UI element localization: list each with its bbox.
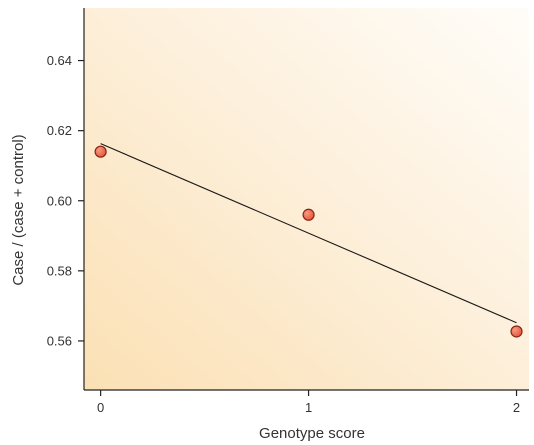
x-tick-label-1: 1 <box>305 400 312 415</box>
y-tick-label-2: 0.60 <box>47 193 72 208</box>
y-tick-label-0: 0.56 <box>47 333 72 348</box>
y-ticks: 0.56 0.58 0.60 0.62 0.64 <box>47 53 84 348</box>
fit-line <box>100 143 517 324</box>
y-tick-label-1: 0.58 <box>47 263 72 278</box>
marks-layer <box>94 143 523 338</box>
y-tick-label-4: 0.64 <box>47 53 72 68</box>
x-tick-label-0: 0 <box>97 400 104 415</box>
y-axis-title: Case / (case + control) <box>10 134 27 285</box>
x-axis-title: Genotype score <box>259 425 365 442</box>
plot-area <box>84 8 529 390</box>
x-ticks: 0 1 2 <box>97 390 520 415</box>
x-tick-label-2: 2 <box>513 400 520 415</box>
data-point-1 <box>302 208 315 221</box>
data-point-0 <box>94 145 107 158</box>
y-tick-label-3: 0.62 <box>47 123 72 138</box>
data-point-2 <box>510 325 523 338</box>
